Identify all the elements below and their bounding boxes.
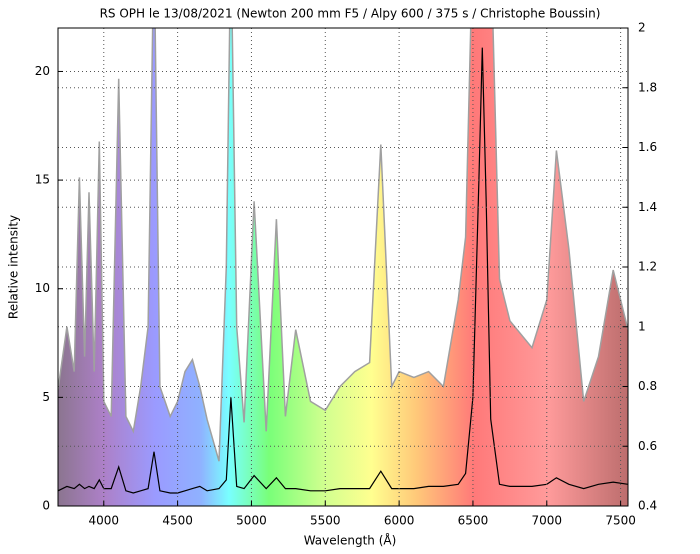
y2-tick-label: 1 (638, 319, 646, 333)
y2-tick-label: 0.4 (638, 499, 657, 513)
y-tick-label: 15 (35, 173, 50, 187)
y2-tick-label: 1.6 (638, 140, 657, 154)
x-tick-label: 4000 (89, 514, 120, 528)
y2-tick-label: 2 (638, 21, 646, 35)
x-tick-label: 5000 (236, 514, 267, 528)
x-tick-label: 5500 (310, 514, 341, 528)
y-tick-label: 10 (35, 281, 50, 295)
y-tick-label: 0 (42, 499, 50, 513)
x-tick-label: 6500 (458, 514, 489, 528)
y-tick-label: 20 (35, 64, 50, 78)
y-axis-label: Relative intensity (7, 215, 21, 319)
spectrum-fill (58, 28, 628, 506)
x-tick-label: 6000 (384, 514, 415, 528)
y2-tick-label: 0.8 (638, 379, 657, 393)
spectrum-line (58, 28, 628, 462)
x-tick-label: 4500 (162, 514, 193, 528)
x-tick-label: 7500 (605, 514, 636, 528)
x-axis-label: Wavelength (Å) (304, 533, 397, 548)
y2-tick-label: 1.2 (638, 260, 657, 274)
y2-tick-label: 1.8 (638, 80, 657, 94)
x-tick-label: 7000 (532, 514, 563, 528)
spectrum-line (58, 47, 628, 494)
plot-area (58, 28, 628, 506)
chart-title: RS OPH le 13/08/2021 (Newton 200 mm F5 /… (100, 7, 601, 21)
plot-frame (57, 27, 629, 507)
y2-tick-label: 0.6 (638, 439, 657, 453)
y-tick-label: 5 (42, 390, 50, 404)
y2-tick-label: 1.4 (638, 200, 657, 214)
